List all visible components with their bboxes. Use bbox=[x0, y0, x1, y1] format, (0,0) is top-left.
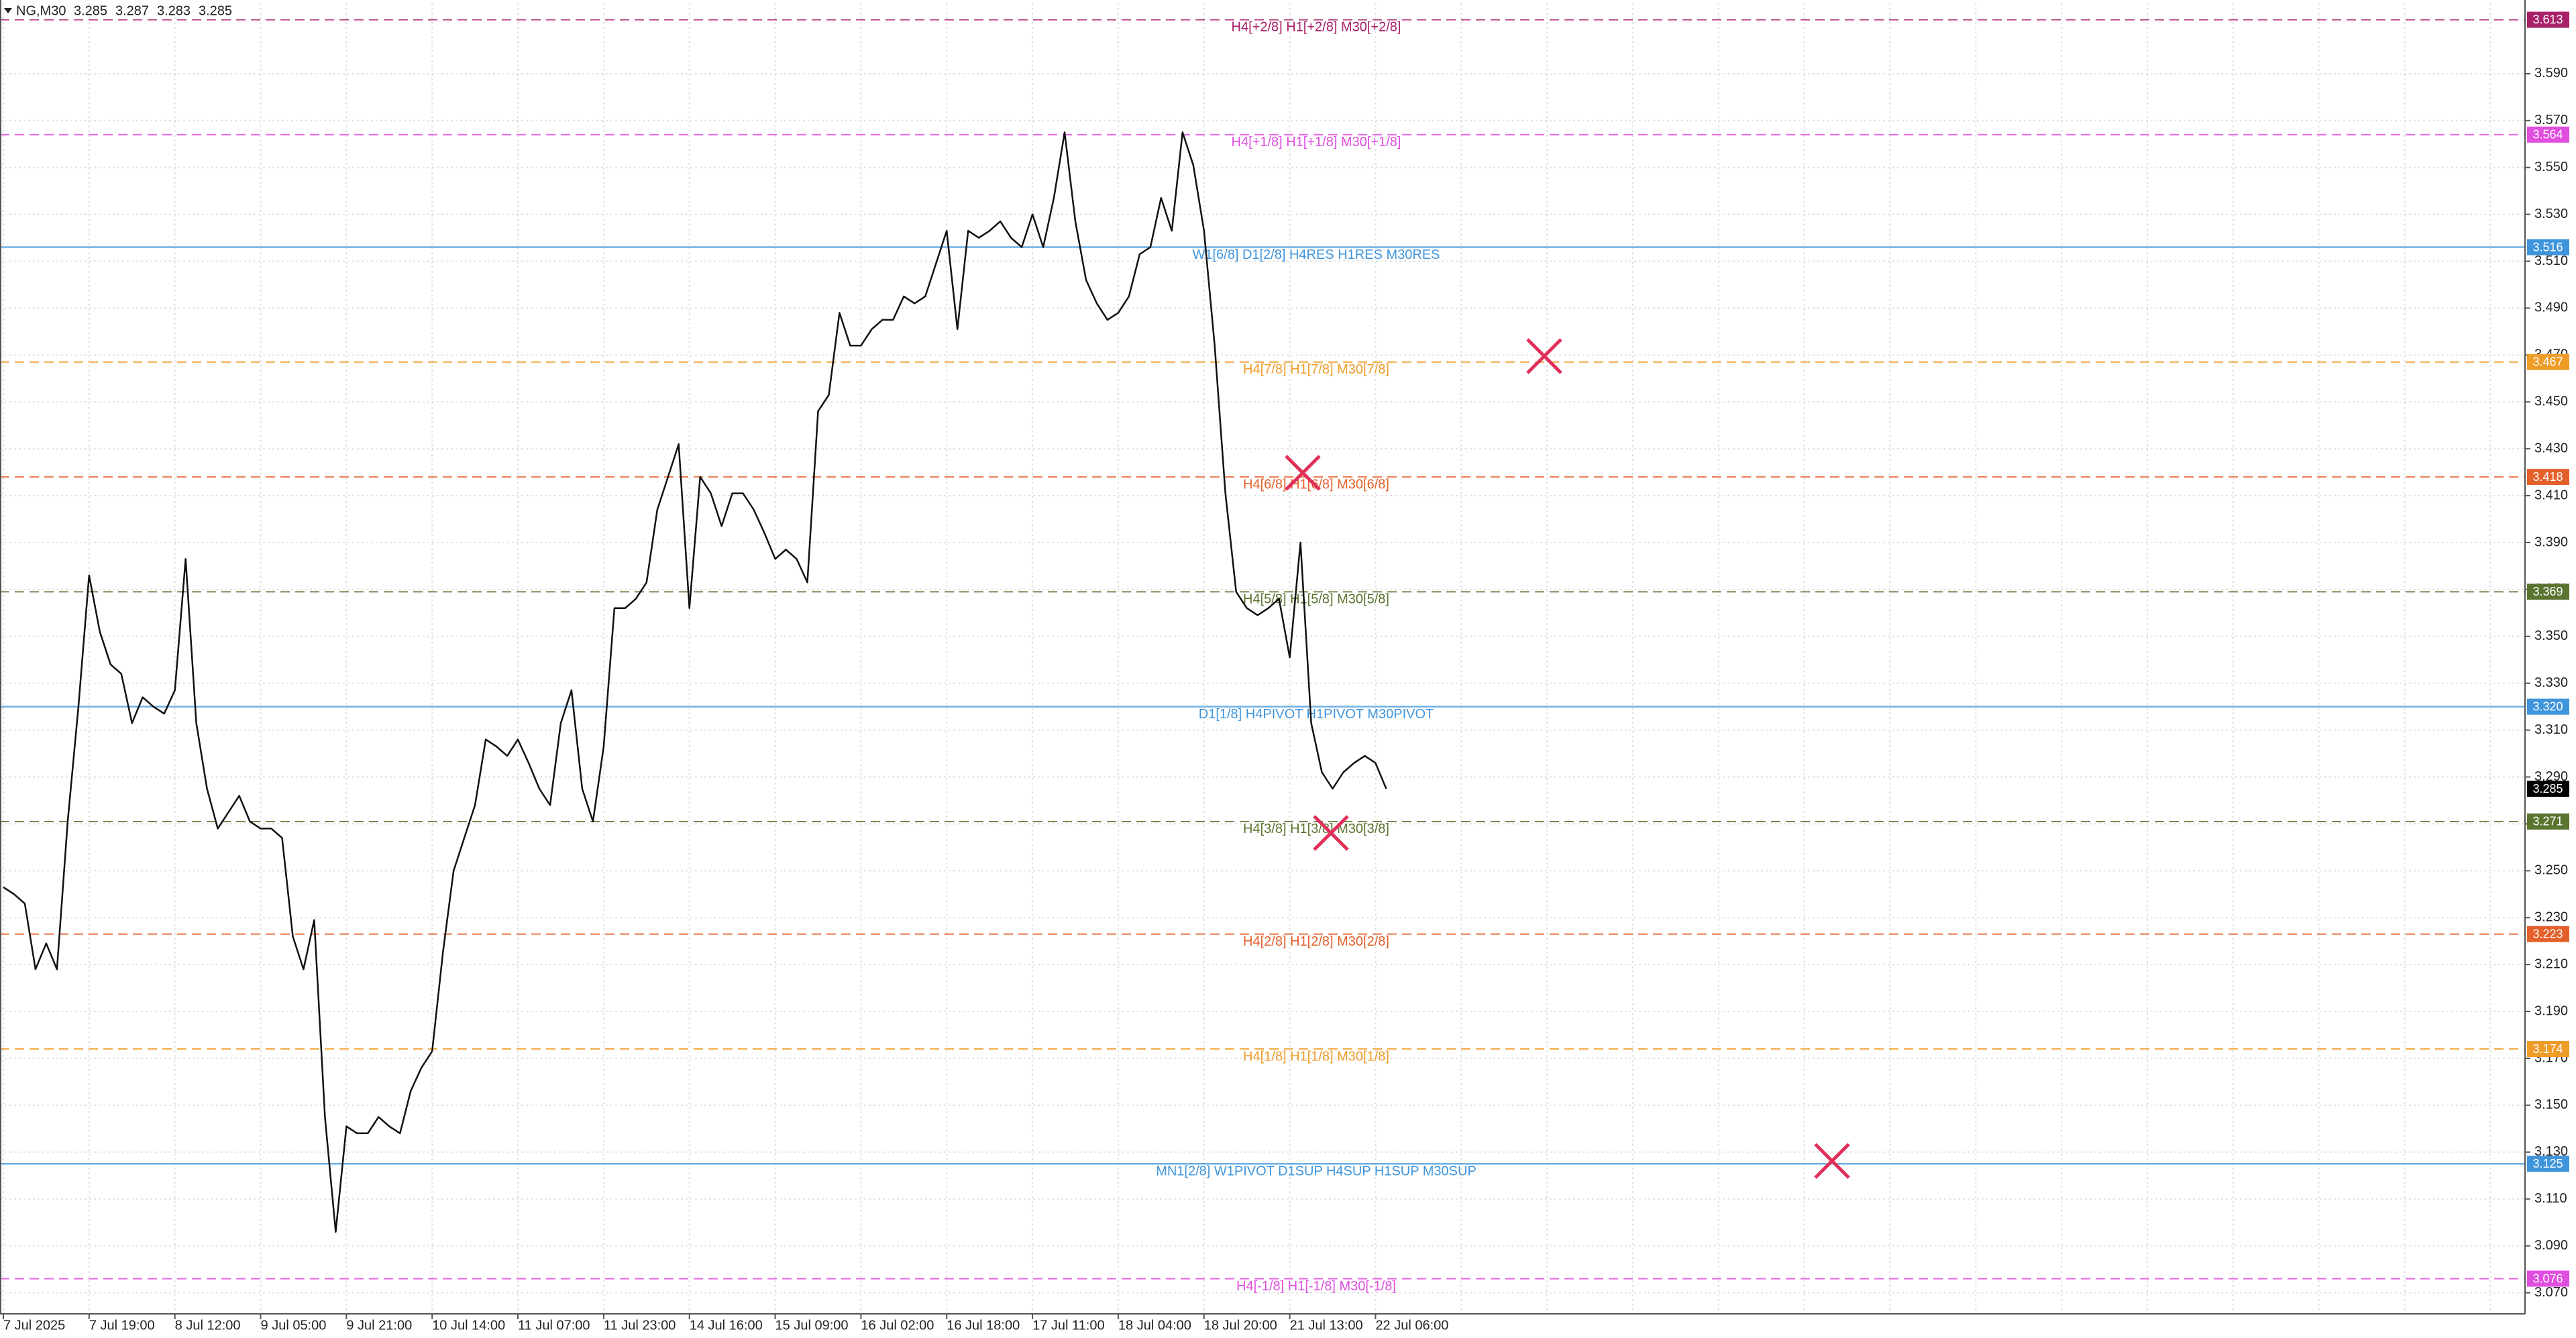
y-tick-label: 3.210 bbox=[2534, 956, 2568, 971]
level-badge bbox=[2527, 1270, 2569, 1287]
level-label: D1[1/8] H4PIVOT H1PIVOT M30PIVOT bbox=[1199, 707, 1434, 722]
y-tick-label: 3.070 bbox=[2534, 1285, 2568, 1300]
symbol: NG,M30 bbox=[16, 3, 66, 18]
menu-arrow bbox=[4, 8, 12, 13]
level-badge-label: 3.320 bbox=[2532, 700, 2563, 713]
y-tick-label: 3.110 bbox=[2534, 1191, 2567, 1206]
cross-marks bbox=[1285, 338, 1850, 1179]
axes: 3.0703.0903.1103.1303.1503.1703.1903.210… bbox=[3, 11, 2569, 1333]
level-label: W1[6/8] D1[2/8] H4RES H1RES M30RES bbox=[1192, 247, 1440, 262]
x-tick-label: 18 Jul 20:00 bbox=[1204, 1318, 1277, 1333]
y-tick-label: 3.190 bbox=[2534, 1003, 2568, 1018]
level-badge-label: 3.418 bbox=[2532, 470, 2563, 484]
x-tick-label: 16 Jul 18:00 bbox=[947, 1318, 1020, 1333]
level-badge-label: 3.613 bbox=[2532, 13, 2563, 26]
level-badge bbox=[2527, 469, 2569, 486]
y-tick-label: 3.530 bbox=[2534, 207, 2568, 221]
level-label: MN1[2/8] W1PIVOT D1SUP H4SUP H1SUP M30SU… bbox=[1156, 1164, 1477, 1179]
level-badge bbox=[2527, 11, 2569, 28]
x-tick-label: 9 Jul 21:00 bbox=[346, 1318, 412, 1333]
level-badge-label: 3.125 bbox=[2532, 1157, 2563, 1170]
y-tick-label: 3.490 bbox=[2534, 300, 2568, 315]
x-tick-label: 22 Jul 06:00 bbox=[1375, 1318, 1448, 1333]
level-badge bbox=[2527, 813, 2569, 830]
level-badge bbox=[2527, 1041, 2569, 1058]
y-tick-label: 3.130 bbox=[2534, 1144, 2568, 1159]
level-label: H4[-1/8] H1[-1/8] M30[-1/8] bbox=[1236, 1279, 1396, 1294]
grid bbox=[0, 3, 2525, 1314]
level-badge bbox=[2527, 353, 2569, 370]
x-tick-label: 7 Jul 19:00 bbox=[89, 1318, 155, 1333]
y-tick-label: 3.330 bbox=[2534, 675, 2568, 690]
level-label: H4[+2/8] H1[+2/8] M30[+2/8] bbox=[1232, 20, 1401, 35]
ohlc-low: 3.283 bbox=[157, 3, 191, 18]
level-badge bbox=[2527, 698, 2569, 715]
level-label: H4[2/8] H1[2/8] M30[2/8] bbox=[1243, 934, 1389, 949]
y-tick-label: 3.350 bbox=[2534, 628, 2568, 643]
y-tick-label: 3.310 bbox=[2534, 722, 2568, 737]
ohlc-close: 3.285 bbox=[199, 3, 232, 18]
x-tick-label: 11 Jul 07:00 bbox=[518, 1318, 590, 1333]
x-tick-label: 7 Jul 2025 bbox=[3, 1318, 65, 1333]
y-tick-label: 3.510 bbox=[2534, 254, 2568, 268]
x-tick-label: 18 Jul 04:00 bbox=[1118, 1318, 1191, 1333]
y-tick-label: 3.390 bbox=[2534, 535, 2568, 549]
level-label: H4[+1/8] H1[+1/8] M30[+1/8] bbox=[1232, 135, 1401, 150]
header: NG,M30 3.285 3.287 3.283 3.285 bbox=[4, 3, 232, 18]
price-line bbox=[3, 131, 1387, 1233]
x-tick-label: 10 Jul 14:00 bbox=[432, 1318, 505, 1333]
level-label: H4[3/8] H1[3/8] M30[3/8] bbox=[1243, 822, 1389, 836]
y-tick-label: 3.410 bbox=[2534, 488, 2568, 502]
level-badge-label: 3.174 bbox=[2532, 1042, 2563, 1056]
level-badge bbox=[2527, 583, 2569, 600]
level-badge-label: 3.467 bbox=[2532, 355, 2563, 369]
level-badge-label: 3.516 bbox=[2532, 240, 2563, 254]
ohlc-high: 3.287 bbox=[115, 3, 149, 18]
x-tick-label: 11 Jul 23:00 bbox=[604, 1318, 676, 1333]
level-badge-label: 3.271 bbox=[2532, 815, 2563, 828]
x-tick-label: 16 Jul 02:00 bbox=[861, 1318, 934, 1333]
y-tick-label: 3.290 bbox=[2534, 769, 2568, 784]
y-tick-label: 3.570 bbox=[2534, 113, 2568, 127]
current-price-badge bbox=[2527, 781, 2569, 797]
ohlc-open: 3.285 bbox=[74, 3, 107, 18]
y-tick-label: 3.550 bbox=[2534, 160, 2568, 174]
x-tick-label: 17 Jul 11:00 bbox=[1032, 1318, 1105, 1333]
level-badge bbox=[2527, 239, 2569, 256]
current-price-label: 3.285 bbox=[2532, 782, 2563, 795]
level-badge-label: 3.223 bbox=[2532, 927, 2563, 940]
level-badge-label: 3.564 bbox=[2532, 127, 2563, 141]
level-badge-label: 3.076 bbox=[2532, 1272, 2563, 1285]
price bbox=[3, 131, 1387, 1233]
level-badge-label: 3.369 bbox=[2532, 585, 2563, 598]
level-label: H4[5/8] H1[5/8] M30[5/8] bbox=[1243, 592, 1389, 607]
level-label: H4[7/8] H1[7/8] M30[7/8] bbox=[1243, 362, 1389, 377]
cross-mark bbox=[1526, 338, 1562, 374]
x-tick-label: 15 Jul 09:00 bbox=[775, 1318, 849, 1333]
cross-mark bbox=[1814, 1143, 1850, 1179]
level-badge bbox=[2527, 1156, 2569, 1172]
cross-mark bbox=[1313, 815, 1349, 851]
x-tick-label: 9 Jul 05:00 bbox=[261, 1318, 327, 1333]
level-badge bbox=[2527, 126, 2569, 143]
y-tick-label: 3.250 bbox=[2534, 863, 2568, 878]
y-tick-label: 3.430 bbox=[2534, 441, 2568, 455]
x-tick-label: 14 Jul 16:00 bbox=[690, 1318, 763, 1333]
y-tick-label: 3.230 bbox=[2534, 910, 2568, 925]
level-label: H4[1/8] H1[1/8] M30[1/8] bbox=[1243, 1049, 1389, 1064]
level-badge bbox=[2527, 926, 2569, 942]
y-tick-label: 3.450 bbox=[2534, 394, 2568, 409]
y-tick-label: 3.590 bbox=[2534, 66, 2568, 80]
y-tick-label: 3.150 bbox=[2534, 1097, 2568, 1112]
y-tick-label: 3.090 bbox=[2534, 1238, 2568, 1253]
x-tick-label: 21 Jul 13:00 bbox=[1290, 1318, 1363, 1333]
x-tick-label: 8 Jul 12:00 bbox=[175, 1318, 241, 1333]
cross-mark bbox=[1285, 455, 1321, 491]
